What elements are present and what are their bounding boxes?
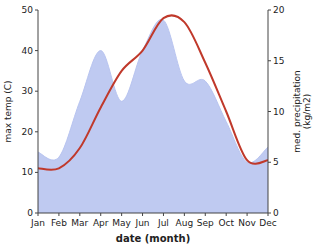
x-tick — [100, 213, 101, 216]
y-tick-label: 20 — [22, 127, 34, 137]
x-tick — [142, 213, 143, 216]
y-axis-label: max temp (C) — [3, 80, 13, 142]
x-tick-label: Aug — [176, 218, 194, 228]
x-tick — [38, 213, 39, 216]
x-tick — [79, 213, 80, 216]
y-tick-label: 0 — [27, 208, 33, 218]
x-axis-line — [38, 213, 268, 214]
y2-tick — [268, 162, 271, 163]
y-tick — [35, 10, 38, 11]
y2-tick-label: 0 — [273, 208, 279, 218]
x-tick-label: Jul — [157, 218, 169, 228]
y2-axis-label-line: (kg/m2) — [302, 94, 312, 129]
chart: 0 10 20 30 40 50 0 5 10 15 20 Jan Feb Mar AprMay Jun Jul… — [0, 0, 318, 247]
temperature-line — [38, 15, 268, 169]
x-tick — [268, 213, 269, 216]
y-tick-label: 10 — [22, 167, 34, 177]
y2-tick-label: 15 — [273, 56, 284, 66]
x-tick — [163, 213, 164, 216]
y-tick — [35, 172, 38, 173]
y-tick-label: 30 — [22, 86, 34, 96]
x-tick — [226, 213, 227, 216]
x-tick — [184, 213, 185, 216]
y2-tick-label: 5 — [273, 157, 279, 167]
y-tick-label: 40 — [22, 46, 34, 56]
x-tick-label: Mar — [71, 218, 88, 228]
x-tick — [121, 213, 122, 216]
y-tick — [35, 50, 38, 51]
y-axis-line — [38, 10, 39, 213]
plot-area — [38, 15, 268, 213]
x-tick — [205, 213, 206, 216]
x-tick-label: Jun — [135, 218, 150, 228]
y2-tick — [268, 60, 271, 61]
x-tick-label: Feb — [51, 218, 67, 228]
y-tick — [35, 91, 38, 92]
x-tick-label: May — [112, 218, 131, 228]
x-axis-label: date (month) — [116, 233, 190, 244]
y2-tick-label: 10 — [273, 107, 285, 117]
x-tick-label: Jan — [30, 218, 45, 228]
precipitation-area — [38, 19, 268, 213]
x-tick — [247, 213, 248, 216]
y-tick-label: 50 — [22, 5, 34, 15]
x-tick-label: Oct — [218, 218, 234, 228]
y2-tick — [268, 111, 271, 112]
x-tick-label: Sep — [197, 218, 214, 228]
x-tick-label: Dec — [259, 218, 276, 228]
y2-tick-label: 20 — [273, 5, 285, 15]
y2-tick — [268, 10, 271, 11]
x-tick-label: Apr — [93, 218, 109, 228]
y-tick — [35, 131, 38, 132]
y2-axis-label: med. precipitation(kg/m2) — [292, 70, 312, 152]
y2-axis-label-line: med. precipitation — [292, 70, 302, 152]
x-tick-label: Nov — [238, 218, 256, 228]
x-tick — [58, 213, 59, 216]
